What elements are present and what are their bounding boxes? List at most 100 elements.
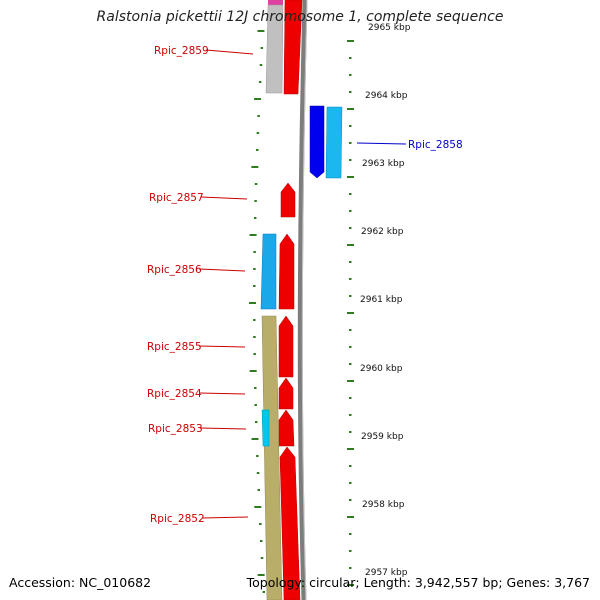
forward-cds-track <box>278 0 303 600</box>
reverse-track <box>309 105 343 179</box>
right-tick-mark <box>347 584 354 586</box>
forward-gene-track <box>260 0 284 600</box>
right-tick-mark <box>349 57 352 59</box>
left-tick-mark <box>249 234 257 236</box>
left-tick-mark <box>254 421 258 423</box>
right-tick-mark <box>347 176 354 178</box>
topology-summary: Topology: circular; Length: 3,942,557 bp… <box>246 575 590 590</box>
chromosome-backbone <box>297 0 308 600</box>
gene-bar-2859[interactable] <box>265 4 284 94</box>
kbp-label: 2960 kbp <box>360 364 403 374</box>
kbp-label: 2957 kbp <box>365 568 408 578</box>
right-tick-mark <box>349 346 352 348</box>
kbp-label: 2958 kbp <box>362 500 405 510</box>
right-tick-mark <box>349 74 352 76</box>
gene-feature-2856[interactable] <box>278 233 295 310</box>
right-tick-column <box>347 40 354 586</box>
gene-feature-2855[interactable] <box>278 315 294 378</box>
right-tick-mark <box>347 516 354 518</box>
gene-bar-2858[interactable] <box>325 106 343 179</box>
right-tick-mark <box>349 278 352 280</box>
right-tick-mark <box>349 193 352 195</box>
gene-feature-2852[interactable] <box>279 446 301 600</box>
gene-label-2858[interactable]: Rpic_2858 <box>408 139 463 151</box>
left-tick-mark <box>258 81 262 83</box>
right-tick-mark <box>349 414 352 416</box>
left-tick-mark <box>254 200 257 202</box>
left-tick-mark <box>254 506 262 508</box>
gene-label-2857[interactable]: Rpic_2857 <box>149 192 204 204</box>
right-tick-mark <box>349 499 352 501</box>
right-tick-mark <box>347 40 354 42</box>
right-tick-mark <box>349 159 352 161</box>
left-tick-mark <box>249 370 257 372</box>
right-tick-mark <box>349 329 352 331</box>
kbp-label: 2963 kbp <box>362 159 405 169</box>
right-tick-mark <box>349 210 352 212</box>
right-tick-mark <box>349 142 352 144</box>
right-tick-mark <box>349 261 352 263</box>
left-tick-mark <box>260 47 264 49</box>
left-tick-mark <box>253 251 256 253</box>
left-tick-mark <box>255 149 259 151</box>
gene-feature-2858[interactable] <box>309 105 325 179</box>
gene-label-2853[interactable]: Rpic_2853 <box>148 423 203 435</box>
gene-feature-2857[interactable] <box>280 182 296 218</box>
gene-label-2854[interactable]: Rpic_2854 <box>147 388 202 400</box>
right-tick-mark <box>347 448 354 450</box>
right-tick-mark <box>349 91 352 93</box>
left-tick-mark <box>259 64 263 66</box>
kbp-scale: 2965 kbp 2964 kbp 2963 kbp 2962 kbp 2961… <box>360 23 411 578</box>
left-tick-mark <box>253 217 257 219</box>
right-tick-mark <box>349 125 352 127</box>
gene-feature-2854[interactable] <box>278 377 294 410</box>
left-tick-mark <box>249 302 257 304</box>
gene-bar-2856[interactable] <box>260 233 277 310</box>
gene-label-2856[interactable]: Rpic_2856 <box>147 264 202 276</box>
left-tick-mark <box>254 98 262 100</box>
gene-bar-olive[interactable] <box>261 315 283 600</box>
right-tick-mark <box>349 465 352 467</box>
left-tick-mark <box>259 523 262 525</box>
left-tick-mark <box>257 574 265 576</box>
left-tick-mark <box>253 319 256 321</box>
gene-bar-2853[interactable] <box>261 409 270 447</box>
gene-bar-top-pink <box>268 0 283 5</box>
left-tick-mark <box>256 132 260 134</box>
gene-label-2855[interactable]: Rpic_2855 <box>147 341 202 353</box>
left-tick-mark <box>257 489 261 491</box>
left-tick-mark <box>253 285 256 287</box>
map-title: Ralstonia pickettii 12J chromosome 1, co… <box>96 9 504 25</box>
left-tick-mark <box>256 472 260 474</box>
left-tick-mark <box>256 455 259 457</box>
right-tick-mark <box>347 244 354 246</box>
gene-feature-2859[interactable] <box>283 0 303 95</box>
kbp-label: 2965 kbp <box>368 23 411 33</box>
gene-labels: Rpic_2859 Rpic_2858 Rpic_2857 Rpic_2856 … <box>147 45 463 525</box>
right-tick-mark <box>347 108 354 110</box>
kbp-label: 2962 kbp <box>361 227 404 237</box>
left-tick-mark <box>262 591 266 593</box>
left-tick-mark <box>254 183 258 185</box>
kbp-label: 2959 kbp <box>361 432 404 442</box>
left-tick-mark <box>253 353 256 355</box>
left-tick-mark <box>257 115 260 117</box>
kbp-label: 2961 kbp <box>360 295 403 305</box>
right-tick-mark <box>347 380 354 382</box>
gene-label-2859[interactable]: Rpic_2859 <box>154 45 209 57</box>
gene-label-2852[interactable]: Rpic_2852 <box>150 513 205 525</box>
gene-feature-2853[interactable] <box>278 409 295 447</box>
right-tick-mark <box>349 431 352 433</box>
right-tick-mark <box>349 227 352 229</box>
left-tick-mark <box>253 336 256 338</box>
left-tick-mark <box>259 540 263 542</box>
left-tick-mark <box>254 387 257 389</box>
right-tick-mark <box>349 567 352 569</box>
left-tick-column <box>249 30 266 593</box>
left-tick-mark <box>257 30 265 32</box>
right-tick-mark <box>349 295 352 297</box>
kbp-label: 2964 kbp <box>365 91 408 101</box>
right-tick-mark <box>349 533 352 535</box>
right-tick-mark <box>347 312 354 314</box>
